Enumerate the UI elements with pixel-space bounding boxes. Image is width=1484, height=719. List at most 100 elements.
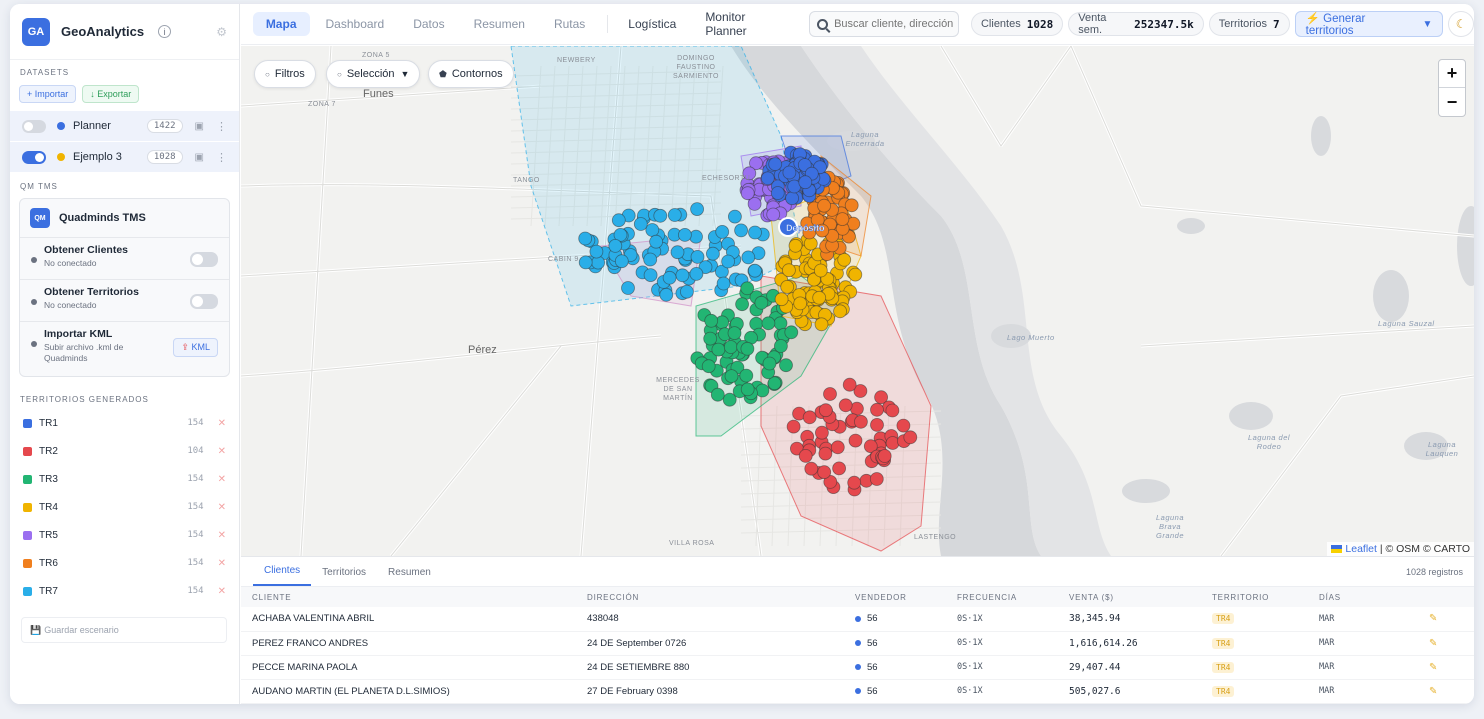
territory-name: TR7 (39, 585, 58, 597)
more-icon[interactable]: ⋮ (216, 120, 227, 133)
generate-territories-button[interactable]: ⚡ Generar territorios ▼ (1294, 11, 1444, 37)
client-marker (817, 198, 831, 213)
map-label-brava: Laguna Brava Grande (1155, 513, 1185, 540)
territory-row[interactable]: TR1 154 ✕ (10, 409, 239, 437)
close-icon[interactable]: ✕ (217, 473, 226, 485)
map-view[interactable]: Depósito ZONA 5 ZONA 7 NEWBERY DOMINGO F… (241, 46, 1474, 556)
close-icon[interactable]: ✕ (217, 585, 226, 597)
client-marker (885, 436, 900, 450)
more-icon[interactable]: ⋮ (216, 151, 227, 164)
territory-color (23, 586, 32, 596)
client-marker (755, 383, 770, 398)
pencil-icon[interactable]: ✎ (1429, 661, 1438, 673)
close-icon[interactable]: ✕ (217, 445, 226, 457)
client-marker (614, 254, 629, 269)
tms-title: Quadminds TMS (59, 212, 146, 224)
flag-icon (1331, 545, 1343, 553)
col-territorio[interactable]: TERRITORIO (1212, 592, 1270, 602)
tab-territorios[interactable]: Territorios (322, 567, 367, 578)
territory-row[interactable]: TR6 154 ✕ (10, 549, 239, 577)
gear-icon[interactable]: ⚙ (216, 24, 227, 39)
close-icon[interactable]: ✕ (217, 557, 226, 569)
search-box[interactable] (809, 11, 959, 37)
export-button[interactable]: ↓ Exportar (82, 85, 140, 103)
tab-resumen[interactable]: Resumen (388, 567, 431, 578)
map-label-cabin9: CABIN 9 (548, 256, 579, 263)
leaflet-link[interactable]: Leaflet (1345, 543, 1377, 555)
cell-frecuencia: 0S·1X (946, 679, 1058, 704)
dataset-row[interactable]: Planner 1422 ▣ ⋮ (10, 111, 239, 142)
dataset-toggle[interactable] (22, 119, 46, 133)
close-icon[interactable]: ✕ (217, 501, 226, 513)
client-marker (716, 276, 731, 291)
zoom-in-button[interactable]: + (1439, 60, 1465, 88)
stat-label: Territorios (1218, 18, 1267, 30)
dataset-row[interactable]: Ejemplo 3 1028 ▣ ⋮ (10, 142, 239, 173)
client-marker (782, 263, 796, 278)
import-button[interactable]: + Importar (19, 85, 77, 103)
vendor-dot (855, 639, 861, 646)
contours-button[interactable]: ⬟ Contornos (428, 60, 514, 88)
col-cliente[interactable]: CLIENTE (252, 592, 292, 602)
client-marker (903, 430, 918, 445)
col-vendedor[interactable]: VENDEDOR (855, 592, 907, 602)
tab-datos[interactable]: Datos (413, 17, 445, 31)
tab-clientes[interactable]: Clientes (253, 565, 312, 586)
tab-dashboard[interactable]: Dashboard (325, 17, 385, 31)
client-marker (793, 296, 808, 311)
territory-count: 154 (187, 474, 204, 484)
tab-mapa[interactable]: Mapa (252, 12, 310, 36)
table-row[interactable]: PECCE MARINA PAOLA 24 DE SETIEMBRE 880 56 0… (241, 655, 1474, 680)
table-row[interactable]: AUDANO MARTIN (EL PLANETA D.L.SIMIOS) 27 … (241, 679, 1474, 704)
col-frecuencia[interactable]: FRECUENCIA (957, 592, 1018, 602)
client-marker (742, 166, 757, 181)
pencil-icon[interactable]: ✎ (1429, 637, 1438, 649)
close-icon[interactable]: ✕ (217, 417, 226, 429)
dataset-toggle[interactable] (22, 150, 46, 164)
pencil-icon[interactable]: ✎ (1429, 613, 1438, 625)
save-scenario-button[interactable]: 💾 Guardar escenario (21, 617, 227, 643)
territory-row[interactable]: TR3 154 ✕ (10, 465, 239, 493)
client-marker (747, 196, 762, 211)
table-row[interactable]: ACHABA VALENTINA ABRIL 438048 56 0S·1X 38,34… (241, 607, 1474, 632)
tab-extra[interactable]: Logística (628, 17, 677, 31)
tab-rutas[interactable]: Rutas (553, 17, 586, 31)
client-marker (814, 317, 829, 332)
territory-count: 154 (187, 418, 204, 428)
col-venta[interactable]: VENTA ($) (1069, 592, 1114, 602)
client-marker (818, 403, 833, 418)
table-row[interactable]: PEREZ FRANCO ANDRES 24 DE September 0726 5… (241, 631, 1474, 656)
filters-button[interactable]: ○ Filtros (254, 60, 316, 88)
kml-upload-button[interactable]: ⇪ KML (173, 338, 218, 357)
territorios-toggle[interactable] (190, 294, 218, 309)
client-marker (780, 279, 795, 294)
zoom-out-button[interactable]: − (1446, 91, 1458, 112)
client-marker (863, 439, 878, 454)
territory-row[interactable]: TR4 154 ✕ (10, 493, 239, 521)
col-direccion[interactable]: DIRECCIÓN (587, 592, 640, 602)
selection-dropdown[interactable]: ○ Selección ▼ (326, 60, 421, 88)
pencil-icon[interactable]: ✎ (1429, 685, 1438, 697)
tms-item-title: Importar KML (44, 328, 113, 340)
search-input[interactable] (834, 18, 955, 30)
client-marker (788, 238, 803, 253)
clientes-toggle[interactable] (190, 252, 218, 267)
client-marker (812, 290, 827, 305)
save-icon[interactable]: ▣ (194, 120, 204, 132)
col-dias[interactable]: DÍAS (1319, 592, 1341, 602)
tab-extra[interactable]: Monitor Planner (705, 10, 747, 38)
client-marker (804, 461, 819, 476)
territory-row[interactable]: TR5 154 ✕ (10, 521, 239, 549)
moon-icon[interactable]: ☾ (1448, 11, 1474, 37)
territory-row[interactable]: TR2 104 ✕ (10, 437, 239, 465)
client-marker (711, 342, 726, 357)
tab-resumen[interactable]: Resumen (473, 17, 525, 31)
map-label-mercedes: MERCEDES DE SAN MARTÍN (656, 377, 700, 402)
client-marker (853, 384, 868, 398)
tms-item-territorios: Obtener Territorios No conectado (20, 280, 229, 322)
info-icon[interactable]: i (158, 25, 172, 38)
territory-row[interactable]: TR7 154 ✕ (10, 577, 239, 605)
close-icon[interactable]: ✕ (217, 529, 226, 541)
save-icon[interactable]: ▣ (194, 151, 204, 163)
client-marker (705, 246, 720, 261)
